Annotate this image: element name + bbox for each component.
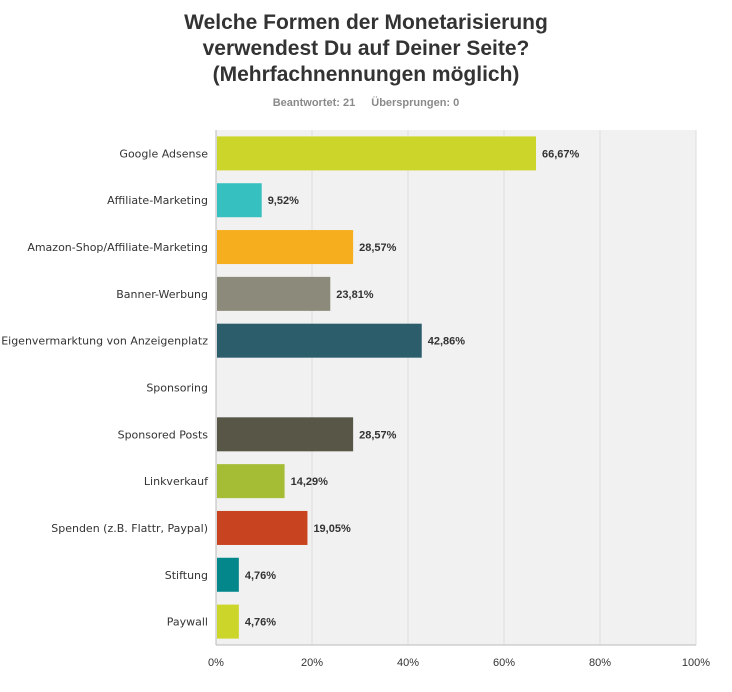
category-label: Amazon-Shop/Affiliate-Marketing [27,241,208,254]
category-label: Stiftung [165,569,208,582]
bar [217,230,354,265]
x-tick-label: 0% [208,657,224,669]
value-label: 28,57% [359,242,397,254]
category-label: Paywall [167,616,208,629]
chart-title: Welche Formen der Monetarisierung verwen… [0,10,732,88]
bar [217,417,354,452]
title-line-2: verwendest Du auf Deiner Seite? [202,37,530,60]
value-label: 4,76% [245,570,276,582]
value-label: 28,57% [359,429,397,441]
category-label: Spenden (z.B. Flattr, Paypal) [51,522,208,535]
response-stats: Beantwortet: 21 Übersprungen: 0 [0,97,732,109]
value-label: 23,81% [336,289,374,301]
bar [217,183,262,218]
value-label: 14,29% [291,476,329,488]
category-label: Google Adsense [119,147,208,160]
value-label: 66,67% [542,148,580,160]
answered-count: Beantwortet: 21 [272,97,356,109]
bar [217,510,308,545]
bar [217,276,331,311]
x-tick-label: 20% [301,657,323,669]
category-label: Sponsoring [146,382,208,395]
category-label: Linkverkauf [144,475,209,488]
bar [217,323,422,358]
x-tick-label: 60% [493,657,515,669]
title-line-1: Welche Formen der Monetarisierung [184,11,548,34]
category-label: Affiliate-Marketing [107,194,208,207]
bar [217,557,239,592]
title-line-3: (Mehrfachnennungen möglich) [212,63,520,86]
value-label: 19,05% [313,523,351,535]
value-label: 4,76% [245,617,276,629]
bar [217,136,537,171]
category-label: Sponsored Posts [118,428,209,441]
bar [217,604,239,639]
category-label: Eigenvermarktung von Anzeigenplatz [1,335,208,348]
x-tick-label: 40% [397,657,419,669]
skipped-count: Übersprungen: 0 [371,97,460,109]
value-label: 9,52% [268,195,299,207]
x-tick-label: 80% [589,657,611,669]
bar [217,464,285,499]
plot-area [216,130,696,645]
category-label: Banner-Werbung [116,288,208,301]
x-tick-label: 100% [682,657,710,669]
value-label: 42,86% [428,336,466,348]
